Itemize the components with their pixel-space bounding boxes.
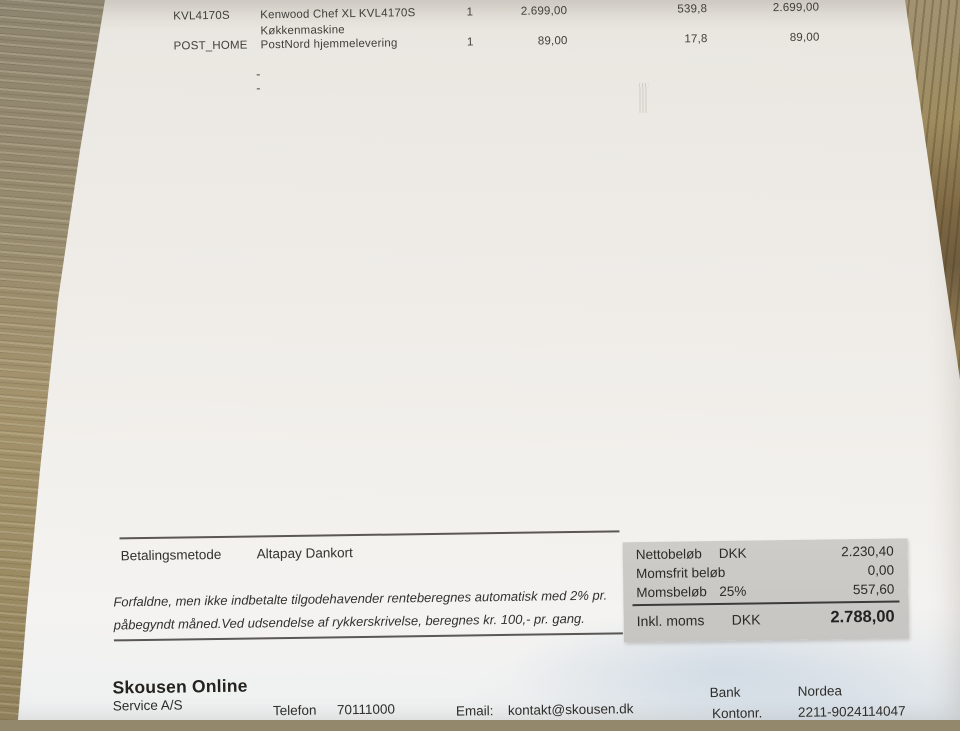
total-currency: 25%: [719, 583, 747, 599]
total-value: 557,60: [852, 581, 895, 598]
company-name: Skousen Online: [112, 675, 248, 698]
totals-row-grand: Inkl. moms DKK 2.788,00: [624, 607, 909, 631]
phone-label: Telefon: [272, 702, 317, 719]
item-total: 89,00: [789, 31, 820, 44]
bank-name: Nordea: [797, 683, 843, 699]
total-value: 2.230,40: [841, 543, 894, 560]
total-currency: DKK: [718, 545, 747, 561]
totals-box: Nettobeløb DKK 2.230,40 Momsfrit beløb 0…: [622, 538, 909, 643]
list-dash-mark: -: [256, 80, 261, 96]
payment-method-label: Betalingsmetode: [120, 546, 222, 564]
item-total: 2.699,00: [772, 1, 820, 15]
item-weight: 539,8: [677, 3, 708, 16]
payment-method-value: Altapay Dankort: [256, 545, 353, 562]
payment-terms-line1: Forfaldne, men ikke indbetalte tilgodeha…: [113, 587, 608, 610]
total-value: 0,00: [867, 562, 895, 578]
total-label: Momsfrit beløb: [635, 564, 726, 582]
item-unit-price: 89,00: [537, 35, 568, 48]
company-type: Service A/S: [112, 697, 183, 714]
line-item-row: KVL4170S Kenwood Chef XL KVL4170S 1 2.69…: [18, 0, 955, 29]
account-label: Kontonr.: [711, 705, 763, 722]
grand-total-label: Inkl. moms: [636, 612, 705, 630]
item-weight: 17,8: [684, 33, 708, 46]
email-address: kontakt@skousen.dk: [507, 701, 634, 718]
item-quantity: 1: [466, 36, 474, 49]
item-description: Kenwood Chef XL KVL4170S: [260, 7, 416, 22]
item-description: PostNord hjemmelevering: [260, 37, 398, 52]
list-dash-mark: -: [255, 66, 261, 82]
payment-section-top-rule: [119, 530, 620, 539]
total-label: Momsbeløb: [636, 584, 707, 601]
phone-number: 70111000: [336, 701, 396, 718]
paper-scratch-mark: [639, 82, 649, 114]
item-code: KVL4170S: [173, 9, 230, 23]
bank-label: Bank: [709, 684, 741, 701]
account-number: 2211-9024114047: [797, 703, 906, 720]
item-unit-price: 2.699,00: [520, 5, 568, 18]
payment-terms-line2: påbegyndt måned.Ved udsendelse af rykker…: [113, 610, 585, 633]
line-item-row: POST_HOME PostNord hjemmelevering 1 89,0…: [18, 30, 956, 59]
email-label: Email:: [455, 703, 494, 719]
grand-total-value: 2.788,00: [830, 607, 895, 627]
grand-total-currency: DKK: [731, 611, 761, 628]
total-label: Nettobeløb: [635, 546, 702, 563]
item-code: POST_HOME: [173, 39, 248, 53]
item-description-line2: Køkkenmaskine: [260, 24, 345, 38]
item-quantity: 1: [466, 6, 474, 19]
payment-section-bottom-rule: [113, 632, 623, 641]
